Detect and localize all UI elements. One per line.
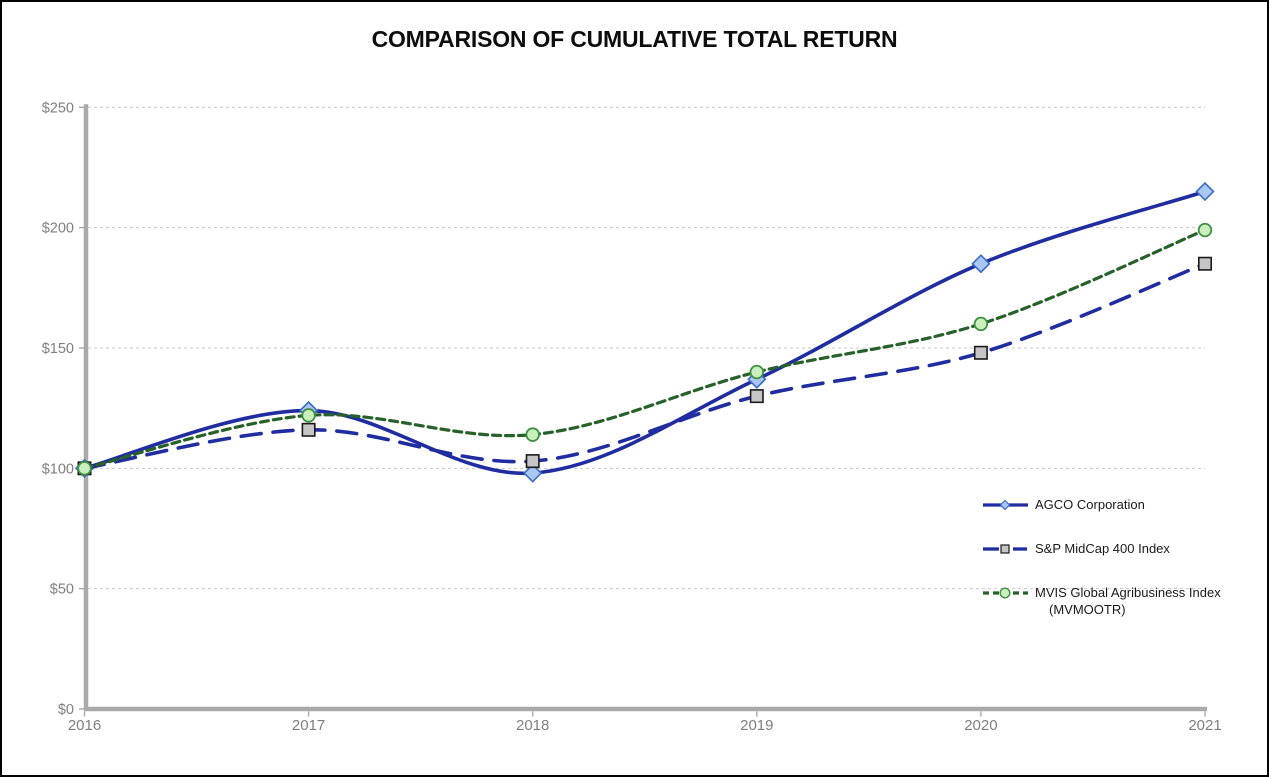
marker-diamond xyxy=(1195,181,1215,202)
y-tick-label: $0 xyxy=(58,702,74,718)
legend-label: MVIS Global Agribusiness Index (MVMOOTR) xyxy=(1035,585,1221,617)
y-tick-label: $250 xyxy=(42,100,74,116)
series-line xyxy=(82,228,1207,470)
marker-diamond xyxy=(971,254,991,274)
x-tick-label: 2019 xyxy=(740,717,773,734)
x-tick-label: 2020 xyxy=(964,717,997,734)
marker-square xyxy=(301,422,316,437)
legend-item-1: S&P MidCap 400 Index xyxy=(982,540,1232,557)
marker-square xyxy=(525,454,540,469)
marker-circle xyxy=(973,316,989,332)
legend-label: S&P MidCap 400 Index xyxy=(1035,541,1170,556)
legend-sample-diamond-icon xyxy=(983,499,1028,511)
series-line xyxy=(82,261,1207,471)
chart-title: COMPARISON OF CUMULATIVE TOTAL RETURN xyxy=(371,26,898,52)
series-line xyxy=(82,189,1207,476)
legend-sample-circle-icon xyxy=(983,587,1028,599)
x-tick-label: 2021 xyxy=(1188,717,1221,734)
marker-square xyxy=(749,389,764,404)
legend-item-2: MVIS Global Agribusiness Index (MVMOOTR) xyxy=(982,584,1232,618)
marker-circle xyxy=(77,461,92,476)
x-tick-label: 2018 xyxy=(516,717,549,734)
marker-circle xyxy=(525,427,540,442)
marker-circle xyxy=(749,364,765,380)
marker-circle xyxy=(301,408,316,423)
legend-label: AGCO Corporation xyxy=(1035,497,1145,512)
x-tick-label: 2016 xyxy=(68,717,101,734)
legend-sample-square-icon xyxy=(983,544,1027,554)
marker-circle xyxy=(1197,222,1213,238)
y-tick-label: $100 xyxy=(42,461,74,477)
marker-square xyxy=(1198,256,1213,271)
marker-diamond xyxy=(523,463,543,483)
y-tick-label: $200 xyxy=(42,221,74,237)
y-tick-label: $50 xyxy=(50,582,74,598)
marker-square xyxy=(973,345,988,360)
chart-legend: AGCO Corporation S&P MidCap 400 Index MVIS… xyxy=(982,496,1232,645)
x-tick-label: 2017 xyxy=(292,717,325,734)
y-tick-label: $150 xyxy=(42,341,74,357)
legend-item-0: AGCO Corporation xyxy=(982,496,1232,513)
